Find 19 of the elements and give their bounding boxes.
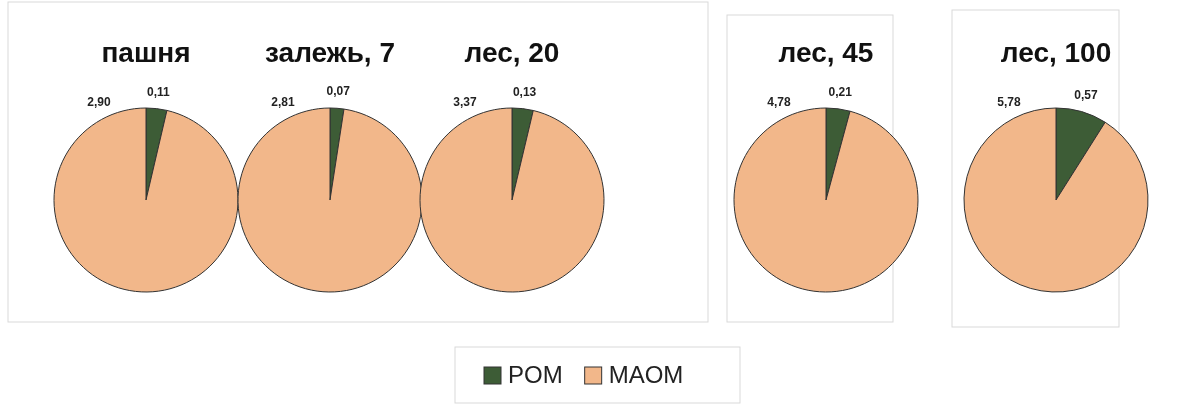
data-label: 4,78 [767,94,792,109]
data-label: 2,90 [87,94,112,109]
data-label: 0,13 [512,84,537,99]
chart-title: лес, 20 [464,37,560,68]
chart-title: пашня [101,37,191,68]
data-label: 0,07 [326,84,351,99]
legend-label: MAOM [608,361,684,388]
chart-title: лес, 100 [1000,37,1112,68]
chart-title: залежь, 7 [265,37,395,68]
data-label: 0,11 [147,84,171,99]
legend-label: POM [508,361,563,388]
data-label: 5,78 [997,94,1022,109]
data-label: 0,21 [828,85,853,100]
data-label: 0,57 [1074,88,1099,103]
pie-slice [963,107,1149,293]
chart-title: лес, 45 [778,37,874,68]
pie-slice [733,107,919,293]
data-label: 2,81 [271,94,296,109]
data-label: 3,37 [453,94,478,109]
